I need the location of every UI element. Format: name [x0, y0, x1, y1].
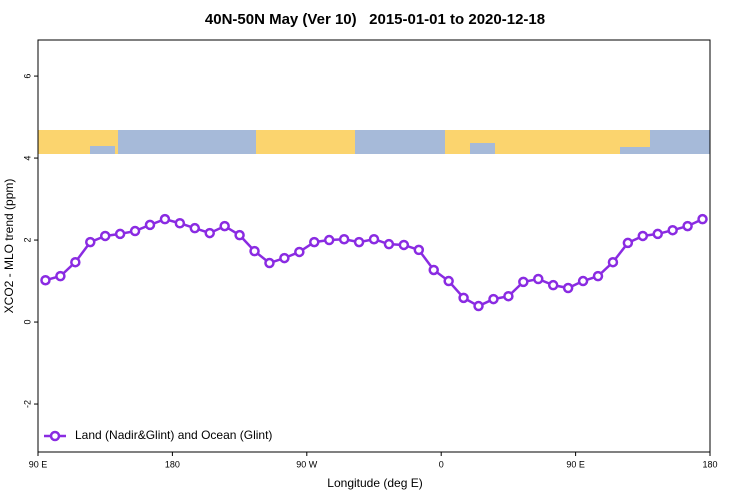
data-point	[577, 275, 589, 287]
data-point	[473, 300, 484, 312]
y-tick-label: 4	[22, 156, 32, 161]
x-tick-label: 180	[702, 459, 717, 469]
plot-frame	[37, 39, 711, 453]
data-point	[338, 233, 350, 245]
data-point	[204, 227, 215, 239]
y-axis-label: XCO2 - MLO trend (ppm)	[2, 179, 16, 314]
data-point	[309, 236, 320, 248]
y-tick-label: 0	[22, 320, 32, 325]
data-point	[383, 238, 395, 250]
data-point	[368, 233, 380, 245]
data-point	[85, 236, 96, 248]
data-point	[55, 270, 66, 282]
data-point	[99, 230, 111, 242]
data-point	[40, 274, 51, 286]
data-point	[189, 222, 201, 234]
map-strip	[38, 130, 710, 154]
x-tick-label: 0	[439, 459, 444, 469]
data-point	[264, 257, 275, 269]
data-point	[294, 246, 305, 258]
data-point	[159, 213, 171, 225]
data-point	[129, 225, 141, 237]
data-point	[667, 224, 678, 236]
data-point	[697, 213, 708, 225]
data-point	[443, 275, 454, 287]
data-point	[353, 236, 365, 248]
data-point	[637, 230, 649, 242]
data-point	[114, 228, 126, 240]
x-tick-label: 180	[165, 459, 180, 469]
legend-text: Land (Nadir&Glint) and Ocean (Glint)	[75, 428, 272, 442]
x-tick-label: 90 E	[29, 459, 48, 469]
data-point	[488, 293, 499, 305]
data-point	[70, 256, 81, 268]
data-point	[533, 273, 544, 285]
data-point	[219, 220, 230, 232]
data-point	[547, 279, 559, 291]
data-point	[503, 290, 514, 302]
data-point	[518, 276, 529, 288]
data-point	[592, 270, 604, 282]
data-point	[652, 228, 663, 240]
y-tick-label: 2	[22, 238, 32, 243]
data-point	[413, 244, 425, 256]
data-point	[279, 252, 290, 264]
data-point	[398, 239, 410, 251]
data-point	[458, 292, 469, 304]
data-point	[249, 245, 260, 257]
data-point	[682, 220, 693, 232]
chart-title: 40N-50N May (Ver 10) 2015-01-01 to 2020-…	[205, 11, 545, 28]
x-axis-label: Longitude (deg E)	[327, 476, 422, 490]
y-tick-label: 6	[22, 74, 32, 79]
data-point	[234, 229, 245, 241]
data-point	[562, 282, 574, 294]
data-point	[428, 264, 439, 276]
x-tick-label: 90 E	[566, 459, 585, 469]
data-point	[174, 217, 186, 229]
data-point	[622, 237, 634, 249]
data-point	[144, 219, 156, 231]
x-tick-label: 90 W	[296, 459, 318, 469]
data-point	[607, 256, 619, 268]
data-point	[323, 234, 335, 246]
series-line	[45, 217, 704, 308]
legend-marker	[49, 430, 61, 442]
y-tick-label: -2	[22, 400, 32, 408]
